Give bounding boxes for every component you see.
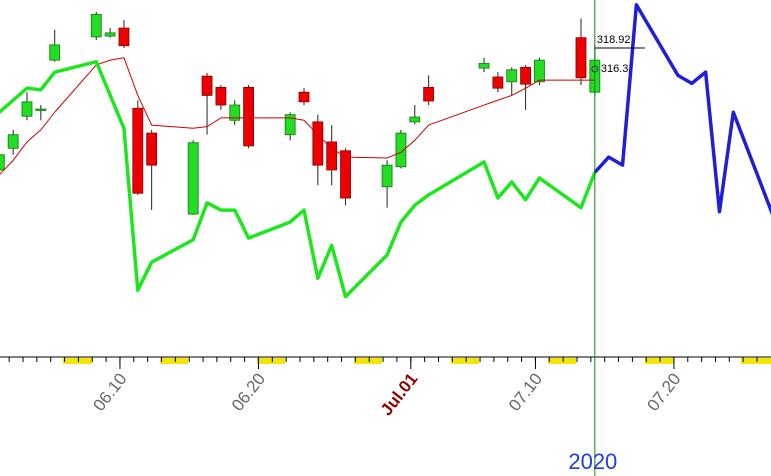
cursor-label: 2020 (568, 449, 617, 474)
weekend (548, 358, 576, 364)
candle-body (215, 86, 227, 106)
candle-body (381, 164, 393, 188)
candle-body (187, 142, 199, 215)
candle-body (575, 37, 587, 79)
candle-body (409, 116, 421, 123)
weekend (741, 358, 771, 364)
candle-body (312, 121, 324, 166)
candle-body (492, 76, 504, 89)
weekend-marks (63, 358, 771, 364)
candle-body (21, 101, 33, 117)
candle-body (520, 66, 531, 85)
candle-body (284, 114, 296, 136)
candle-body (326, 141, 338, 171)
x-tick-label: Jul.01 (377, 370, 422, 420)
price-label: 318.92 (597, 34, 631, 46)
candle-body (104, 32, 116, 37)
line-series (593, 3, 771, 216)
candle-body (395, 132, 407, 168)
candle-body (423, 86, 435, 102)
candle-body (534, 59, 545, 83)
weekend (354, 358, 382, 364)
candle-body (118, 27, 130, 47)
weekend (160, 358, 188, 364)
candle-body (35, 108, 47, 111)
candle-body (506, 69, 518, 83)
weekend (451, 358, 479, 364)
candle-body (201, 75, 213, 96)
line-series (0, 57, 595, 175)
x-tick-label: 07.10 (505, 370, 546, 415)
weekend (63, 358, 92, 364)
x-tick-label: 07.20 (643, 370, 684, 415)
candle-body (7, 134, 19, 149)
candle-body (146, 132, 158, 166)
x-tick-label: 06.20 (228, 370, 269, 415)
candle-body (478, 62, 490, 69)
candle-body (340, 150, 351, 199)
candle-body (298, 91, 310, 103)
weekend (257, 358, 285, 364)
candle-body (0, 154, 5, 171)
weekend (645, 358, 673, 364)
line-series (0, 59, 597, 299)
price-label: 316.3 (601, 63, 629, 75)
candle-body (229, 104, 241, 121)
candle-body (132, 107, 144, 194)
x-tick-label: 06.10 (89, 370, 130, 415)
candle-body (243, 86, 254, 147)
candle-body (90, 14, 102, 38)
candle-body (49, 44, 61, 61)
price-marker (591, 65, 599, 73)
